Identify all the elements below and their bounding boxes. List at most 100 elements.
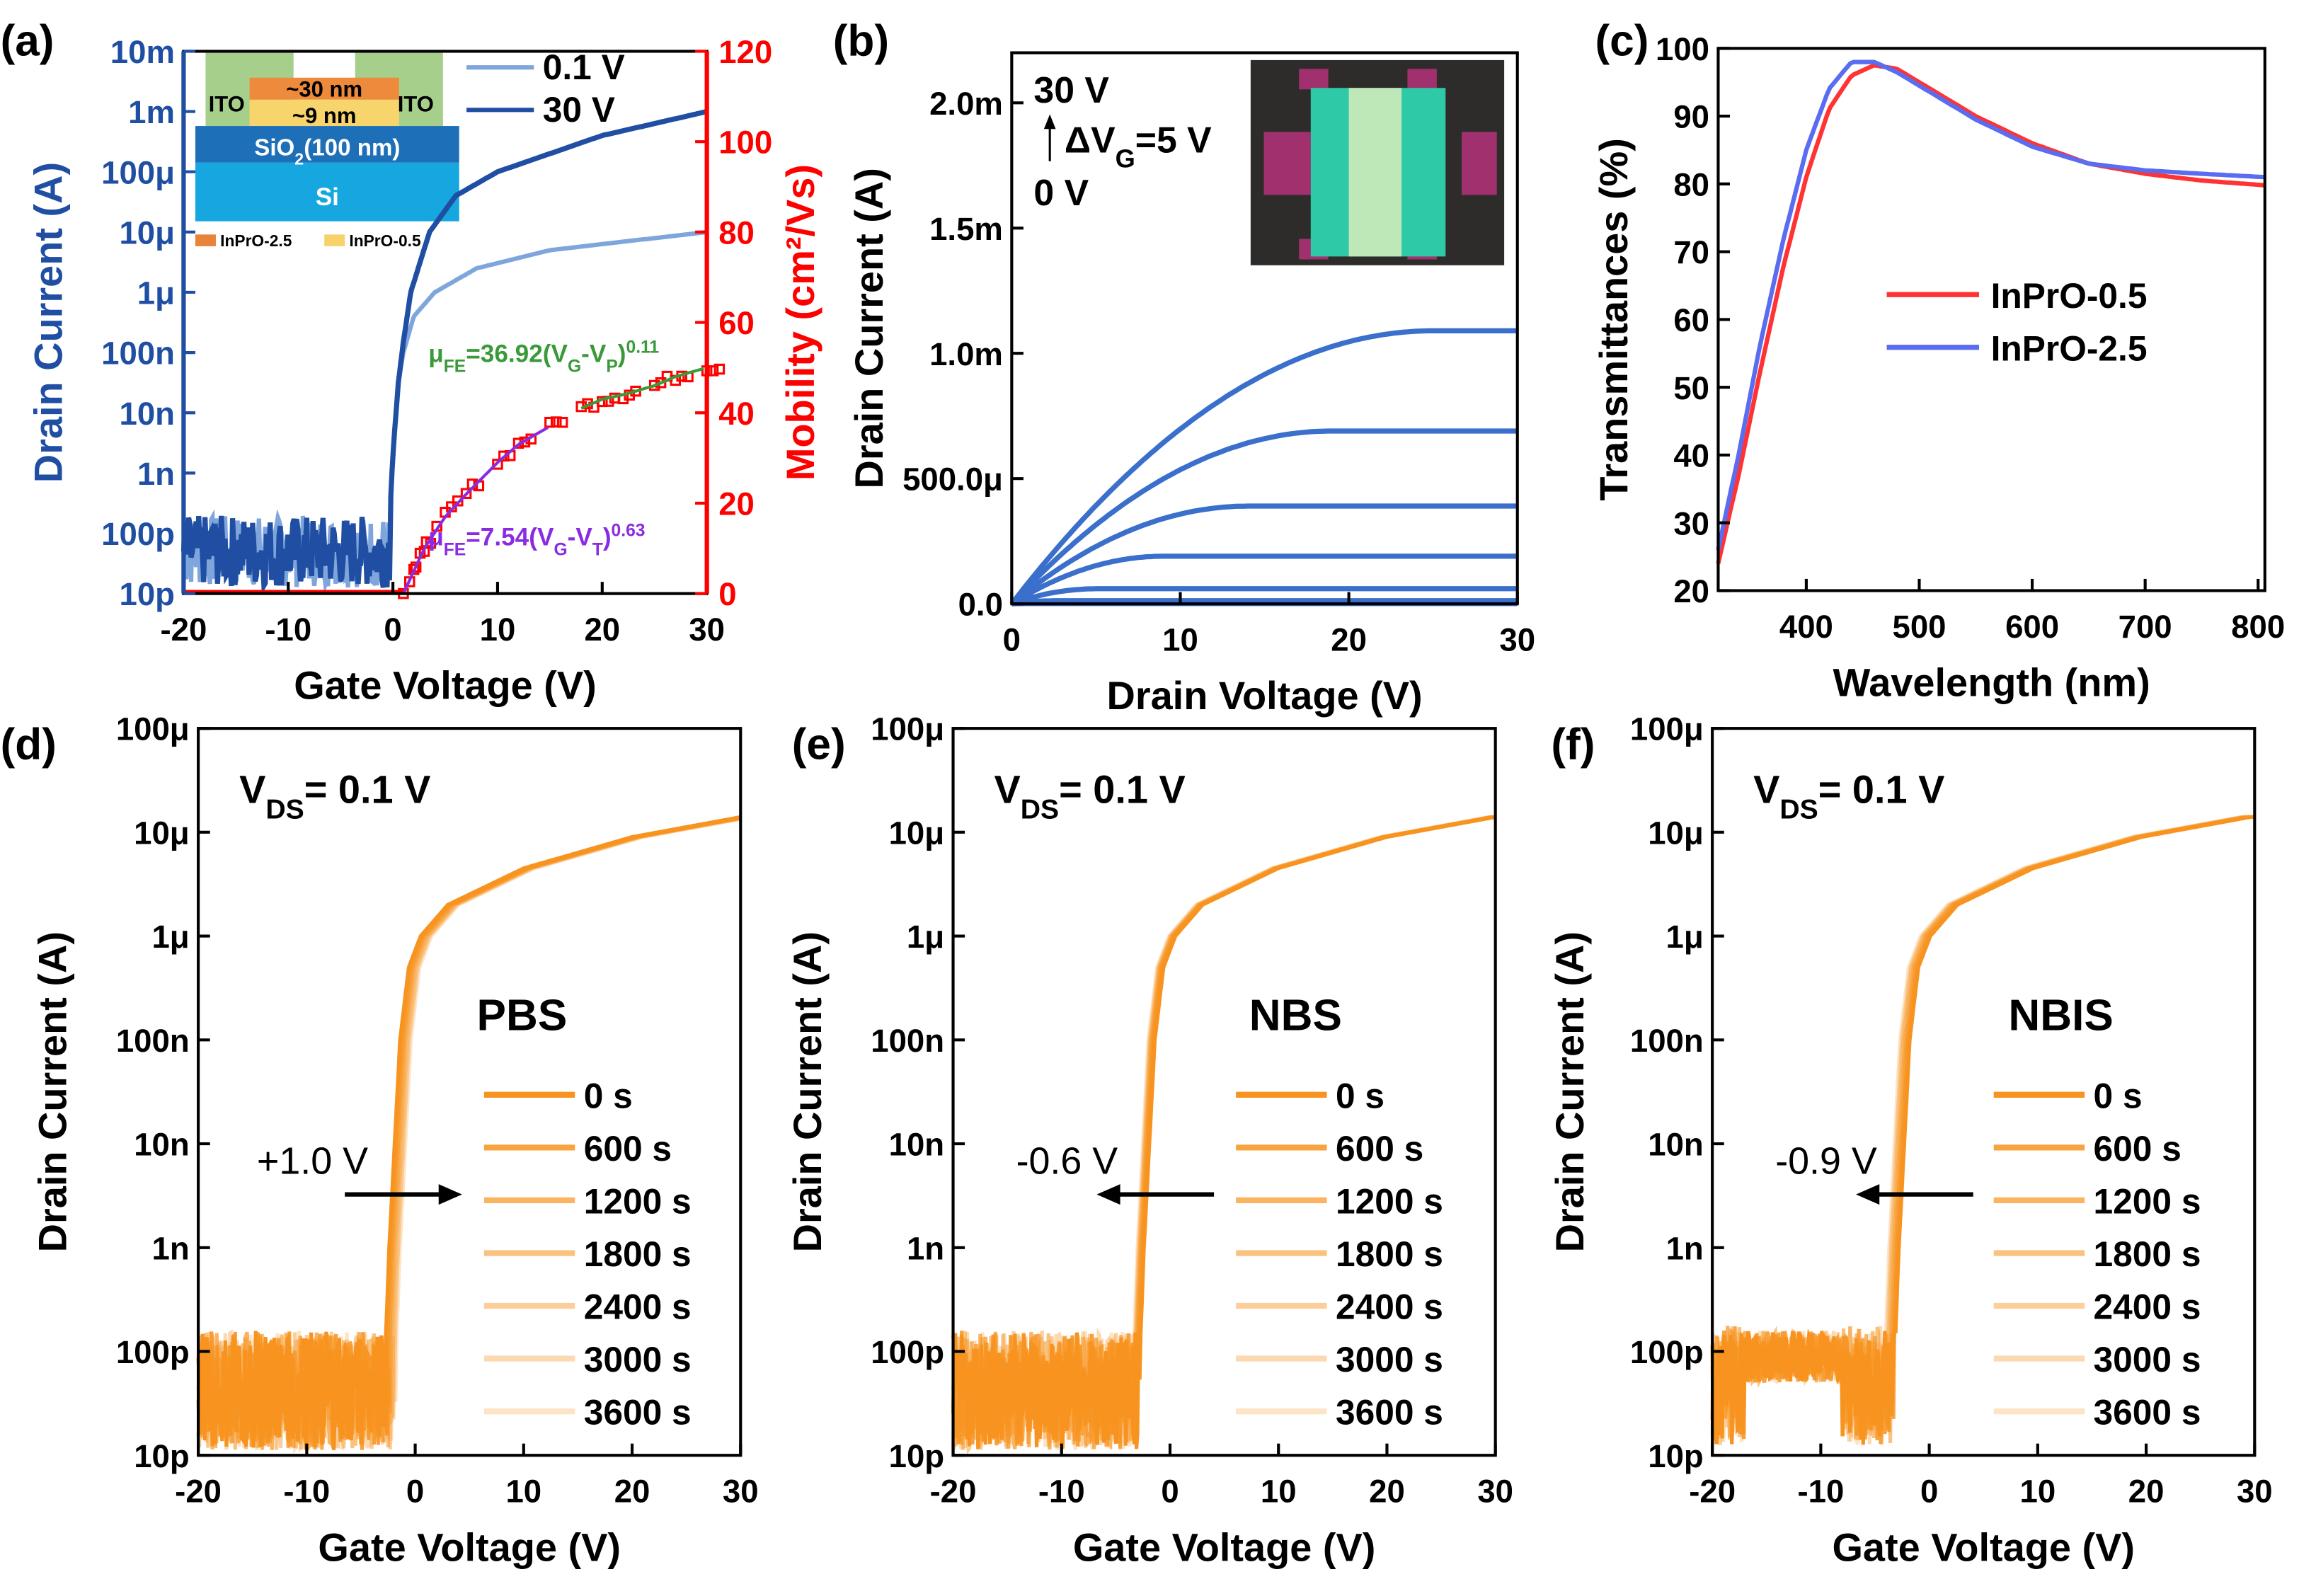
output-curve [1010,503,1518,606]
y-tick-label: 100n [1630,1023,1704,1059]
subscript: DS [1779,794,1818,825]
vg-min-label: 0 V [1033,172,1089,213]
y-tick-label: 10μ [889,815,945,851]
x-tick-label: 20 [584,612,620,648]
text-part: = 0.1 V [1818,767,1945,812]
legend-label: 2400 s [2094,1287,2201,1327]
vds-label: VDS= 0.1 V [994,767,1186,825]
y-tick-label: 10n [1648,1127,1703,1163]
y-tick-label: 100p [101,516,175,552]
text-part: ) [603,523,612,551]
vds-label: VDS= 0.1 V [1753,767,1944,825]
legend-label: 1800 s [584,1234,692,1274]
subscript: T [592,540,603,559]
y-axis-title: Transmittances (%) [1591,138,1636,501]
plot-frame [1716,47,2266,592]
y-tick-label: 10p [119,576,174,612]
text-part: ) [618,340,626,367]
output-curve [1010,553,1518,607]
text-part: =5 V [1135,119,1212,160]
subscript: 0.11 [626,338,660,357]
text-part: V [994,767,1021,812]
text-part: = 0.1 V [1059,767,1186,812]
transfer-curve-0s [951,815,1495,1449]
y-tick-label: 100μ [871,711,944,747]
x-tick-label: 10 [1162,621,1198,658]
mobility-point [655,377,667,389]
inprO-2.5-layer [249,77,399,100]
legend-label: 0 s [584,1076,633,1115]
channel-strip [1348,88,1402,257]
legend-label: 2400 s [584,1287,692,1327]
y-tick-label: 10n [889,1127,944,1163]
legend-label: 3000 s [584,1340,692,1379]
x-tick-label: -20 [160,612,207,648]
mobility-point [460,488,472,500]
subscript: FE [444,357,466,376]
mobility-point [713,363,726,375]
y-tick-label: 20 [1673,573,1709,609]
text-part: =36.92(V [466,340,568,367]
panel-e: (e) -20 -10 0 10 20 30 10p 100p 1n 10n 100n 1μ 10μ 100… [785,711,1513,1570]
legend-label: 1800 s [2094,1234,2201,1274]
y-axis-title: Drain Current (A) [1547,931,1592,1252]
y-right-tick-label: 120 [718,34,772,70]
inset-label: ~9 nm [292,103,357,128]
mobility-point [556,416,568,428]
x-axis-title: Wavelength (nm) [1833,660,2150,705]
panel-d: (d) -20 -10 0 10 20 30 10p 100p 1n 10n 100n 1μ 10μ 100… [1,711,759,1570]
inset-label: ~30 nm [286,77,362,102]
contact-pad [1263,132,1311,195]
y-tick-label: 1μ [151,919,189,955]
text-part: μ [428,340,444,367]
y-tick-label: 1μ [1666,919,1704,955]
transmittance-curve [1716,63,2264,564]
arrowhead [1096,1184,1120,1205]
y-right-axis-title: Mobility (cm²/Vs) [778,164,822,481]
y-right-tick-label: 40 [718,396,755,432]
plot-frame [1010,51,1519,606]
plot-frame [197,727,743,1457]
x-tick-label: 30 [689,612,725,648]
y-tick-label: 100p [871,1334,944,1370]
fit-equation: μFE=7.54(VG-VT)0.63 [428,521,645,559]
x-tick-label: 10 [1261,1473,1297,1509]
y-tick-label: 100μ [1630,711,1704,747]
inset-legend-swatch [195,234,216,246]
output-curve [1011,598,1518,607]
inpro-0.5-layer [249,99,399,127]
plot-frame [951,727,1497,1457]
subscript: P [606,357,617,376]
y-right-tick-label: 20 [718,486,755,522]
y-axis-title: Drain Current (A) [26,162,71,483]
plot-frame [1711,727,2257,1457]
legend-label: 2400 s [1336,1287,1443,1327]
x-tick-label: 20 [2128,1473,2165,1509]
x-tick-label: 20 [1331,621,1367,658]
x-tick-label: 20 [1369,1473,1405,1509]
x-axis-title: Gate Voltage (V) [318,1525,621,1569]
subscript: FE [444,540,466,559]
x-tick-label: 30 [1499,621,1535,658]
y-tick-label: 1.5m [929,211,1003,247]
panel-label: (c) [1595,17,1649,66]
legend-label: 3000 s [1336,1340,1443,1379]
stress-title: PBS [477,992,568,1040]
transfer-curve-30V [180,109,707,595]
legend-label: 30 V [543,90,615,130]
x-tick-label: 0 [406,1473,424,1509]
mobility-point [498,450,510,462]
y-tick-label: 30 [1673,505,1709,541]
x-tick-label: 30 [1477,1473,1513,1509]
y-tick-label: 100 [1656,31,1709,67]
y-tick-label: 1n [907,1230,944,1266]
legend-label: 3600 s [1336,1393,1443,1433]
contact-pad [1407,69,1437,90]
panel-a: (a) ITO ITO ~30 nm~9 nm SiO2(100 nm) Si InPrO-… [1,17,822,708]
shift-label: -0.6 V [1016,1140,1118,1183]
text-part: =7.54(V [466,523,554,551]
y-tick-label: 100μ [116,711,190,747]
x-tick-label: -10 [283,1473,330,1509]
y-tick-label: 100p [116,1334,190,1370]
vg-max-label: 30 V [1033,69,1109,110]
